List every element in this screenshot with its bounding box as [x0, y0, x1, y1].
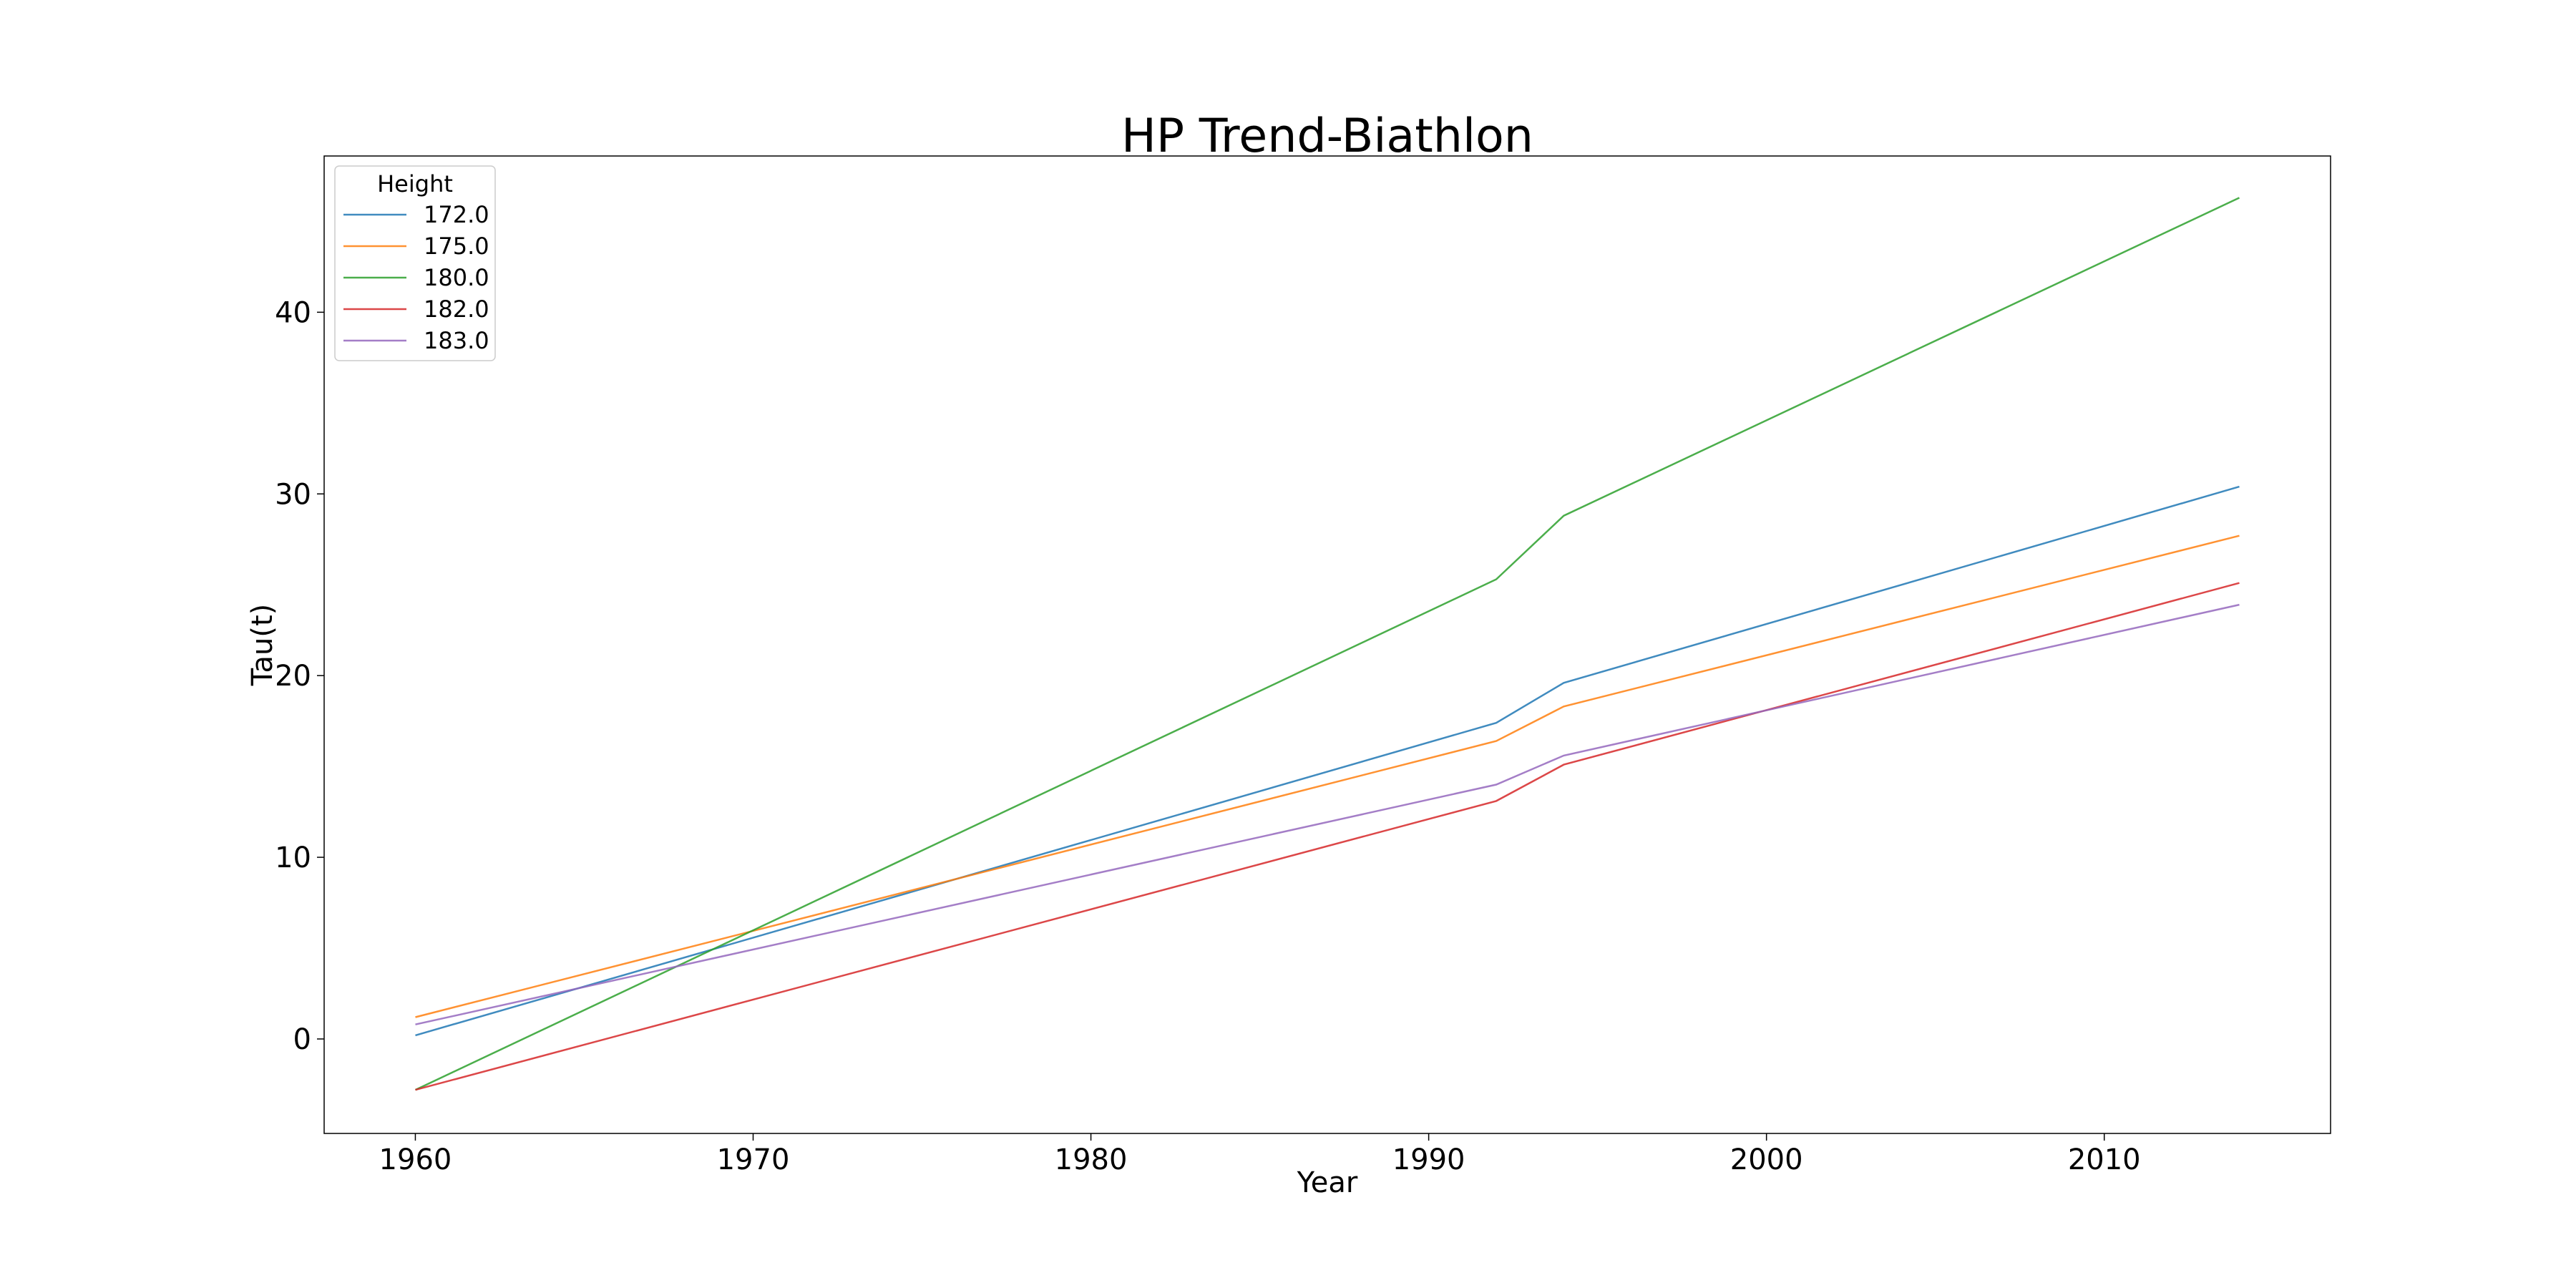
x-tick-label: 1980 [1055, 1143, 1128, 1176]
x-tick-label: 1960 [379, 1143, 452, 1176]
series-line-183.0 [415, 603, 2240, 1025]
legend-label: 175.0 [424, 233, 489, 260]
plot-area [414, 197, 2240, 1091]
series-line-175.0 [415, 535, 2240, 1018]
series-line-180.0 [414, 197, 2240, 1091]
x-tick-label: 1970 [717, 1143, 790, 1176]
y-tick-label: 10 [275, 841, 311, 874]
chart-title: HP Trend-Biathlon [1121, 109, 1533, 163]
y-tick-label: 40 [275, 296, 311, 329]
series-line-182.0 [415, 582, 2240, 1091]
x-axis-title: Year [1297, 1166, 1358, 1199]
y-tick-label: 30 [275, 478, 311, 511]
x-tick-label: 2010 [2068, 1143, 2141, 1176]
legend-title: Height [377, 170, 453, 197]
legend-label: 182.0 [424, 296, 489, 323]
y-axis-title: Tau(t) [246, 604, 279, 687]
legend-label: 183.0 [424, 327, 489, 354]
y-axis: 0 10 20 30 40 [275, 296, 324, 1056]
legend-label: 172.0 [424, 201, 489, 228]
legend: Height 172.0 175.0 180.0 182.0 183.0 [334, 165, 496, 361]
plot-frame [323, 155, 2331, 1134]
legend-entries: 172.0 175.0 180.0 182.0 183.0 [343, 201, 489, 354]
y-tick-label: 0 [293, 1023, 311, 1056]
y-tick-label: 20 [275, 660, 311, 693]
x-tick-label: 1990 [1392, 1143, 1465, 1176]
legend-label: 180.0 [424, 264, 489, 291]
x-axis: 1960 1970 1980 1990 2000 2010 [379, 1133, 2141, 1176]
x-tick-label: 2000 [1730, 1143, 1803, 1176]
